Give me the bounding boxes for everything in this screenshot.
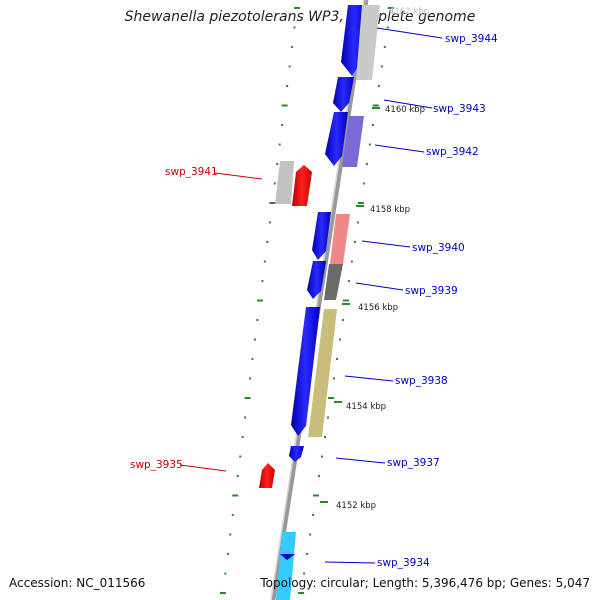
kbp-label-4158: 4158 kbp [370, 205, 410, 215]
gene-swp-3937[interactable] [289, 446, 304, 462]
gene-label-swp-3939[interactable]: swp_3939 [405, 285, 458, 297]
gene-swp-3938-partner[interactable] [308, 309, 337, 437]
leader-swp-3944 [376, 27, 443, 39]
inner-tick-ring [219, 7, 300, 594]
gene-swp-3940-partner[interactable] [330, 214, 350, 264]
gene-label-swp-3944[interactable]: swp_3944 [445, 33, 498, 45]
gene-swp-3939-partner[interactable] [324, 264, 343, 300]
leader-swp-3943 [383, 99, 433, 109]
leader-swp-3940 [361, 240, 411, 248]
leader-swp-3942 [374, 144, 425, 153]
leader-swp-3939 [355, 282, 404, 291]
gene-label-swp-3938[interactable]: swp_3938 [395, 375, 448, 387]
leader-swp-3937 [335, 457, 386, 464]
genome-summary-text: Topology: circular; Length: 5,396,476 bp… [260, 576, 590, 590]
leader-swp-3935 [179, 464, 227, 472]
leader-lines [179, 27, 443, 564]
gene-label-swp-3935[interactable]: swp_3935 [130, 459, 183, 471]
leader-swp-3938 [344, 375, 394, 382]
gene-swp-3934-arrow [280, 554, 295, 560]
backbone-line [270, 0, 369, 600]
outer-tick-ring [298, 7, 394, 594]
leader-swp-3941 [214, 172, 263, 180]
gene-swp-3943[interactable] [333, 77, 354, 112]
gene-swp-3934[interactable] [276, 532, 296, 600]
gene-swp-3939[interactable] [307, 261, 326, 299]
gene-swp-3941[interactable] [292, 165, 312, 206]
gene-label-swp-3942[interactable]: swp_3942 [426, 146, 479, 158]
gene-swp-3938[interactable] [291, 307, 320, 436]
map-title: Shewanella piezotolerans WP3, complete g… [124, 9, 476, 25]
gene-swp-3942[interactable] [325, 112, 348, 166]
gene-label-swp-3940[interactable]: swp_3940 [412, 242, 465, 254]
gene-label-swp-3941[interactable]: swp_3941 [165, 166, 218, 178]
gene-swp-3942-partner[interactable] [342, 116, 364, 167]
gene-label-swp-3934[interactable]: swp_3934 [377, 557, 430, 569]
kbp-label-4162: 4162 kbp [389, 7, 429, 17]
gene-swp-3940[interactable] [312, 212, 331, 260]
leader-swp-3934 [324, 561, 376, 564]
gene-label-swp-3943[interactable]: swp_3943 [433, 103, 486, 115]
kbp-label-4160: 4160 kbp [385, 105, 425, 115]
accession-text: Accession: NC_011566 [9, 576, 146, 590]
gene-swp-3941-partner[interactable] [275, 161, 294, 204]
gene-glyphs [259, 5, 380, 600]
gene-swp-3935[interactable] [259, 463, 275, 488]
gene-swp-3944-partner[interactable] [356, 5, 380, 80]
kbp-label-4154: 4154 kbp [346, 402, 386, 412]
kbp-tick-marks [320, 107, 380, 503]
kbp-label-4152: 4152 kbp [336, 501, 376, 511]
kbp-label-4156: 4156 kbp [358, 303, 398, 313]
gene-label-swp-3937[interactable]: swp_3937 [387, 457, 440, 469]
